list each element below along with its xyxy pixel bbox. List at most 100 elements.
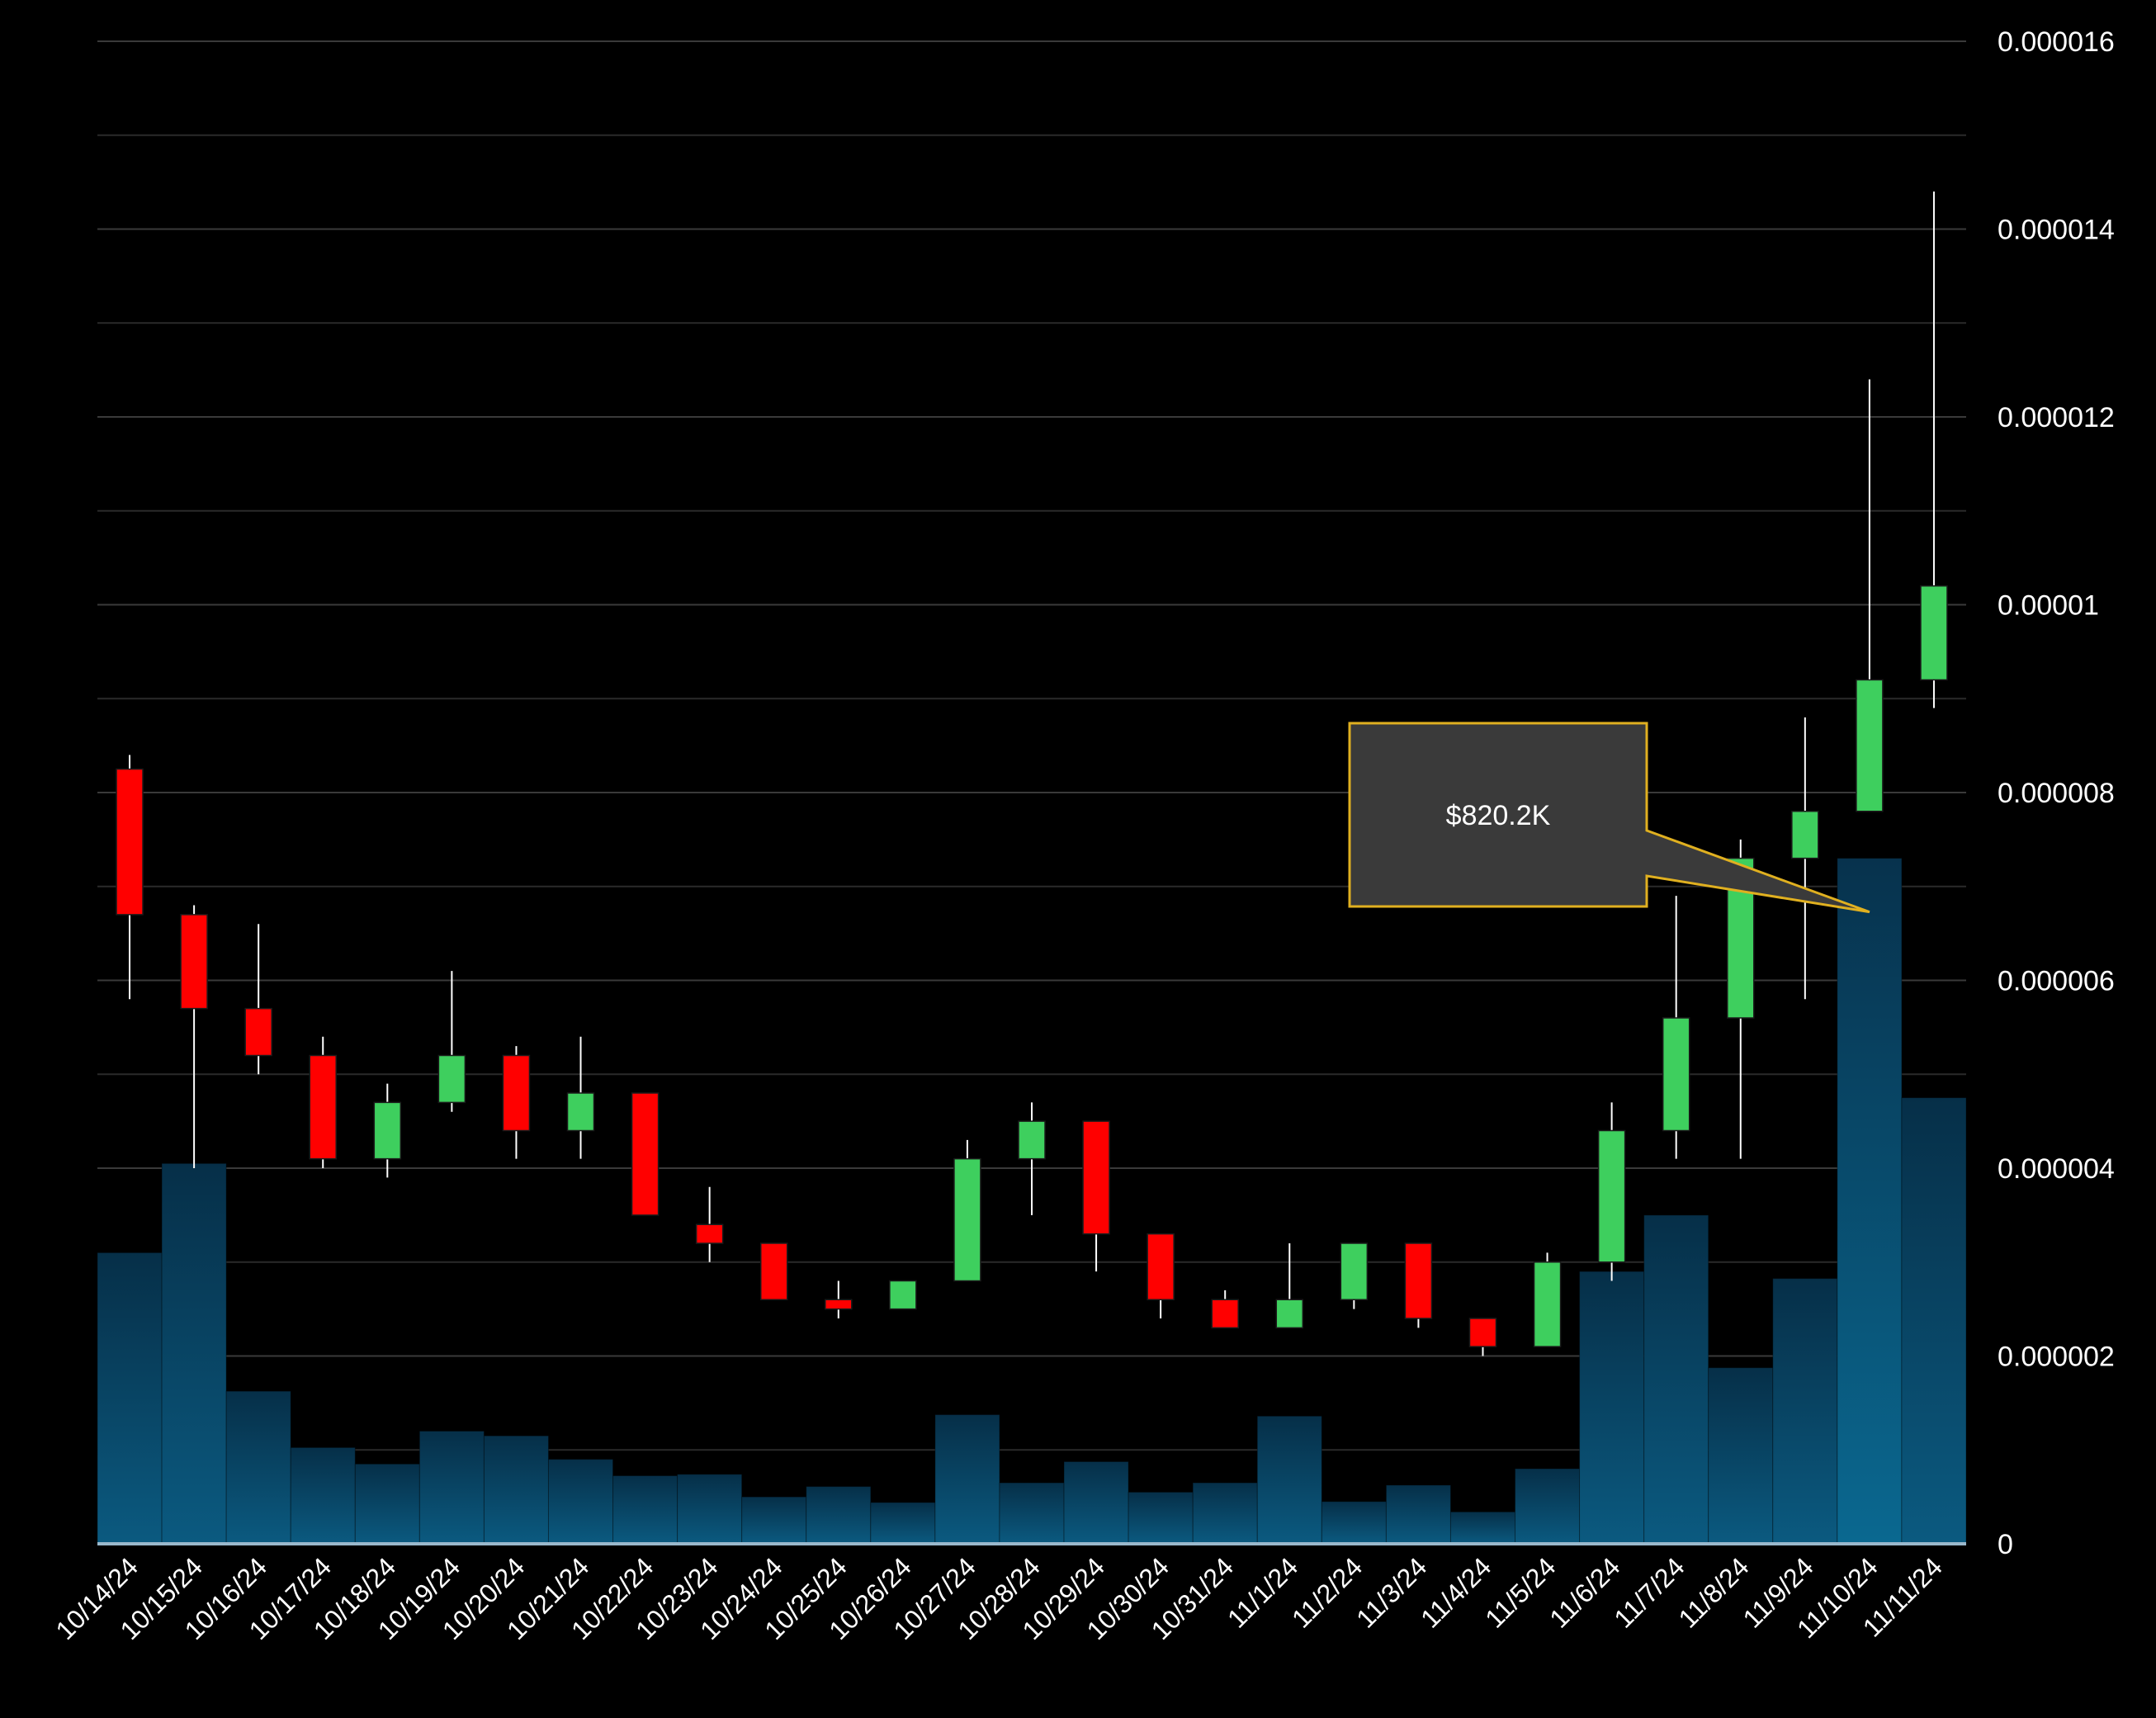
candle-body bbox=[889, 1280, 917, 1310]
candle bbox=[1082, 1120, 1110, 1272]
candle bbox=[566, 1036, 595, 1159]
candle bbox=[1856, 379, 1884, 812]
candle bbox=[1662, 896, 1690, 1159]
callout-box bbox=[1348, 722, 1870, 914]
y-tick-label: 0.000004 bbox=[1998, 1153, 2115, 1185]
volume-bar bbox=[1901, 1097, 1967, 1545]
volume-bar bbox=[225, 1390, 291, 1545]
volume-bar bbox=[290, 1446, 356, 1545]
candle bbox=[309, 1036, 337, 1168]
candle bbox=[116, 755, 144, 1000]
candle bbox=[825, 1280, 853, 1318]
volume-bar bbox=[354, 1463, 420, 1545]
candle-body bbox=[566, 1092, 595, 1132]
volume-bars bbox=[97, 858, 1967, 1545]
candle bbox=[1275, 1243, 1304, 1329]
volume-bar bbox=[547, 1459, 614, 1545]
volume-bar bbox=[1643, 1214, 1709, 1545]
candle bbox=[1211, 1290, 1239, 1329]
volume-bar bbox=[161, 1162, 227, 1545]
candle bbox=[1791, 717, 1819, 1000]
candle bbox=[244, 924, 272, 1075]
candle-body bbox=[437, 1054, 466, 1104]
volume-bar bbox=[1063, 1460, 1129, 1545]
y-tick-label: 0.000008 bbox=[1998, 778, 2115, 809]
volume-bar bbox=[1772, 1278, 1838, 1545]
callout-label: $820.2K bbox=[1446, 800, 1551, 831]
volume-bar bbox=[1385, 1484, 1451, 1545]
candle bbox=[1597, 1102, 1626, 1281]
candle-body bbox=[1791, 811, 1819, 859]
candle-body bbox=[1856, 679, 1884, 812]
candle bbox=[1340, 1242, 1369, 1309]
volume-bar bbox=[870, 1502, 936, 1545]
volume-bar bbox=[1449, 1511, 1516, 1545]
candle-body bbox=[373, 1101, 402, 1160]
volume-bar bbox=[1579, 1271, 1645, 1545]
candle bbox=[1018, 1102, 1046, 1215]
y-tick-label: 0.000002 bbox=[1998, 1342, 2115, 1373]
candle bbox=[759, 1242, 788, 1300]
volume-bar bbox=[1321, 1501, 1387, 1545]
candle-body bbox=[695, 1223, 724, 1244]
candle-body bbox=[1533, 1261, 1562, 1347]
volume-bar bbox=[418, 1431, 485, 1545]
candle bbox=[502, 1046, 531, 1159]
volume-bar bbox=[741, 1496, 807, 1545]
candle bbox=[631, 1092, 660, 1216]
volume-bar bbox=[1128, 1491, 1194, 1545]
candle-body bbox=[502, 1054, 531, 1132]
y-tick-label: 0.000014 bbox=[1998, 215, 2115, 246]
candle bbox=[437, 971, 466, 1112]
candle bbox=[1404, 1242, 1433, 1328]
volume-callout: $820.2K bbox=[1348, 722, 1870, 914]
candle-body bbox=[825, 1299, 853, 1310]
candle-body bbox=[116, 768, 144, 916]
volume-bar bbox=[1515, 1468, 1581, 1545]
candle bbox=[1533, 1252, 1562, 1347]
candle-body bbox=[1018, 1120, 1046, 1160]
y-tick-label: 0.00001 bbox=[1998, 590, 2099, 622]
y-tick-label: 0 bbox=[1998, 1529, 2013, 1560]
volume-bar bbox=[934, 1414, 1000, 1545]
candle-body bbox=[759, 1242, 788, 1300]
candlesticks bbox=[116, 192, 1948, 1356]
candle bbox=[373, 1083, 402, 1178]
candle-body bbox=[1404, 1242, 1433, 1319]
volume-bar bbox=[483, 1435, 549, 1545]
candle-body bbox=[1662, 1017, 1690, 1132]
candle bbox=[1468, 1318, 1497, 1356]
candle-body bbox=[1597, 1129, 1626, 1263]
candle-body bbox=[1275, 1299, 1304, 1329]
candle-body bbox=[631, 1092, 660, 1216]
volume-bar bbox=[1192, 1482, 1258, 1545]
candle-body bbox=[244, 1007, 272, 1057]
volume-bar bbox=[97, 1252, 163, 1545]
candle-body bbox=[1082, 1120, 1110, 1235]
volume-bar bbox=[1708, 1367, 1774, 1545]
candle bbox=[695, 1186, 724, 1262]
candle bbox=[1147, 1233, 1175, 1318]
candle-body bbox=[1920, 585, 1948, 681]
y-tick-label: 0.000016 bbox=[1998, 26, 2115, 58]
y-tick-label: 0.000012 bbox=[1998, 402, 2115, 433]
candle-body bbox=[309, 1054, 337, 1160]
candle bbox=[1920, 192, 1948, 708]
candle-body bbox=[1340, 1242, 1369, 1300]
candle-body bbox=[953, 1157, 981, 1282]
candle bbox=[180, 905, 208, 1168]
volume-bar bbox=[806, 1486, 872, 1545]
candle-body bbox=[1468, 1318, 1497, 1347]
candle bbox=[953, 1139, 981, 1282]
candle-body bbox=[1147, 1233, 1175, 1300]
volume-bar bbox=[999, 1482, 1065, 1545]
y-tick-label: 0.000006 bbox=[1998, 966, 2115, 997]
candle-body bbox=[1211, 1299, 1239, 1329]
candle-body bbox=[180, 914, 208, 1010]
volume-bar bbox=[612, 1475, 678, 1545]
volume-bar bbox=[677, 1474, 743, 1545]
volume-bar bbox=[1256, 1415, 1322, 1545]
candle bbox=[889, 1280, 917, 1310]
